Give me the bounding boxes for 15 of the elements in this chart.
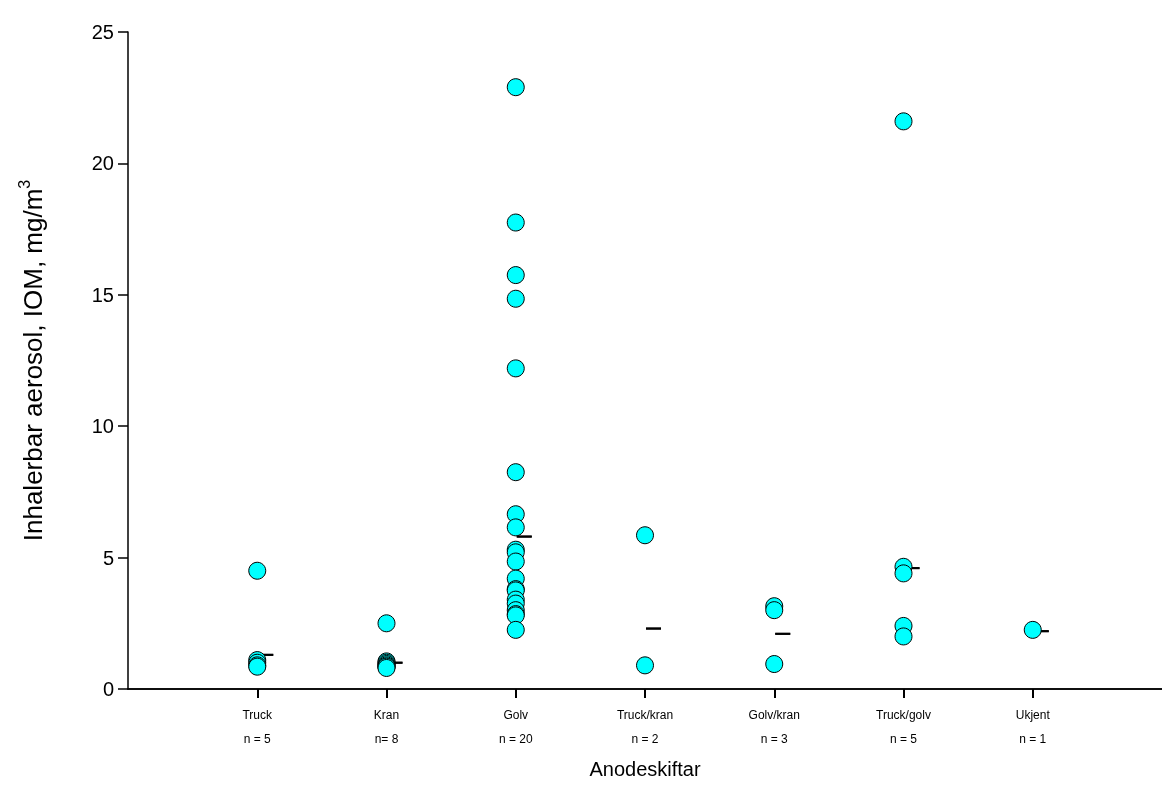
x-tick-label: Golv n = 20 <box>498 708 533 746</box>
x-tick-label: Kran n= 8 <box>373 708 400 746</box>
y-axis-title: Inhalerbar aerosol, IOM, mg/m3 <box>15 179 48 542</box>
y-tick-label: 25 <box>91 21 114 43</box>
y-tick-label: 10 <box>91 415 114 438</box>
x-tick-label: Truck n = 5 <box>242 708 274 746</box>
y-tick-label: 0 <box>102 678 114 700</box>
x-tick-label: Truck/kran n = 2 <box>616 708 674 746</box>
y-tick-label: 15 <box>91 283 114 306</box>
x-axis-title: Anodeskiftar <box>589 758 701 780</box>
y-tick-label: 20 <box>91 152 114 175</box>
x-tick-label: Ukjent n = 1 <box>1015 708 1051 746</box>
x-tick-label: Truck/golv n = 5 <box>876 708 931 746</box>
x-tick-label: Golv/kran n = 3 <box>748 708 800 746</box>
y-tick-label: 5 <box>102 546 114 569</box>
